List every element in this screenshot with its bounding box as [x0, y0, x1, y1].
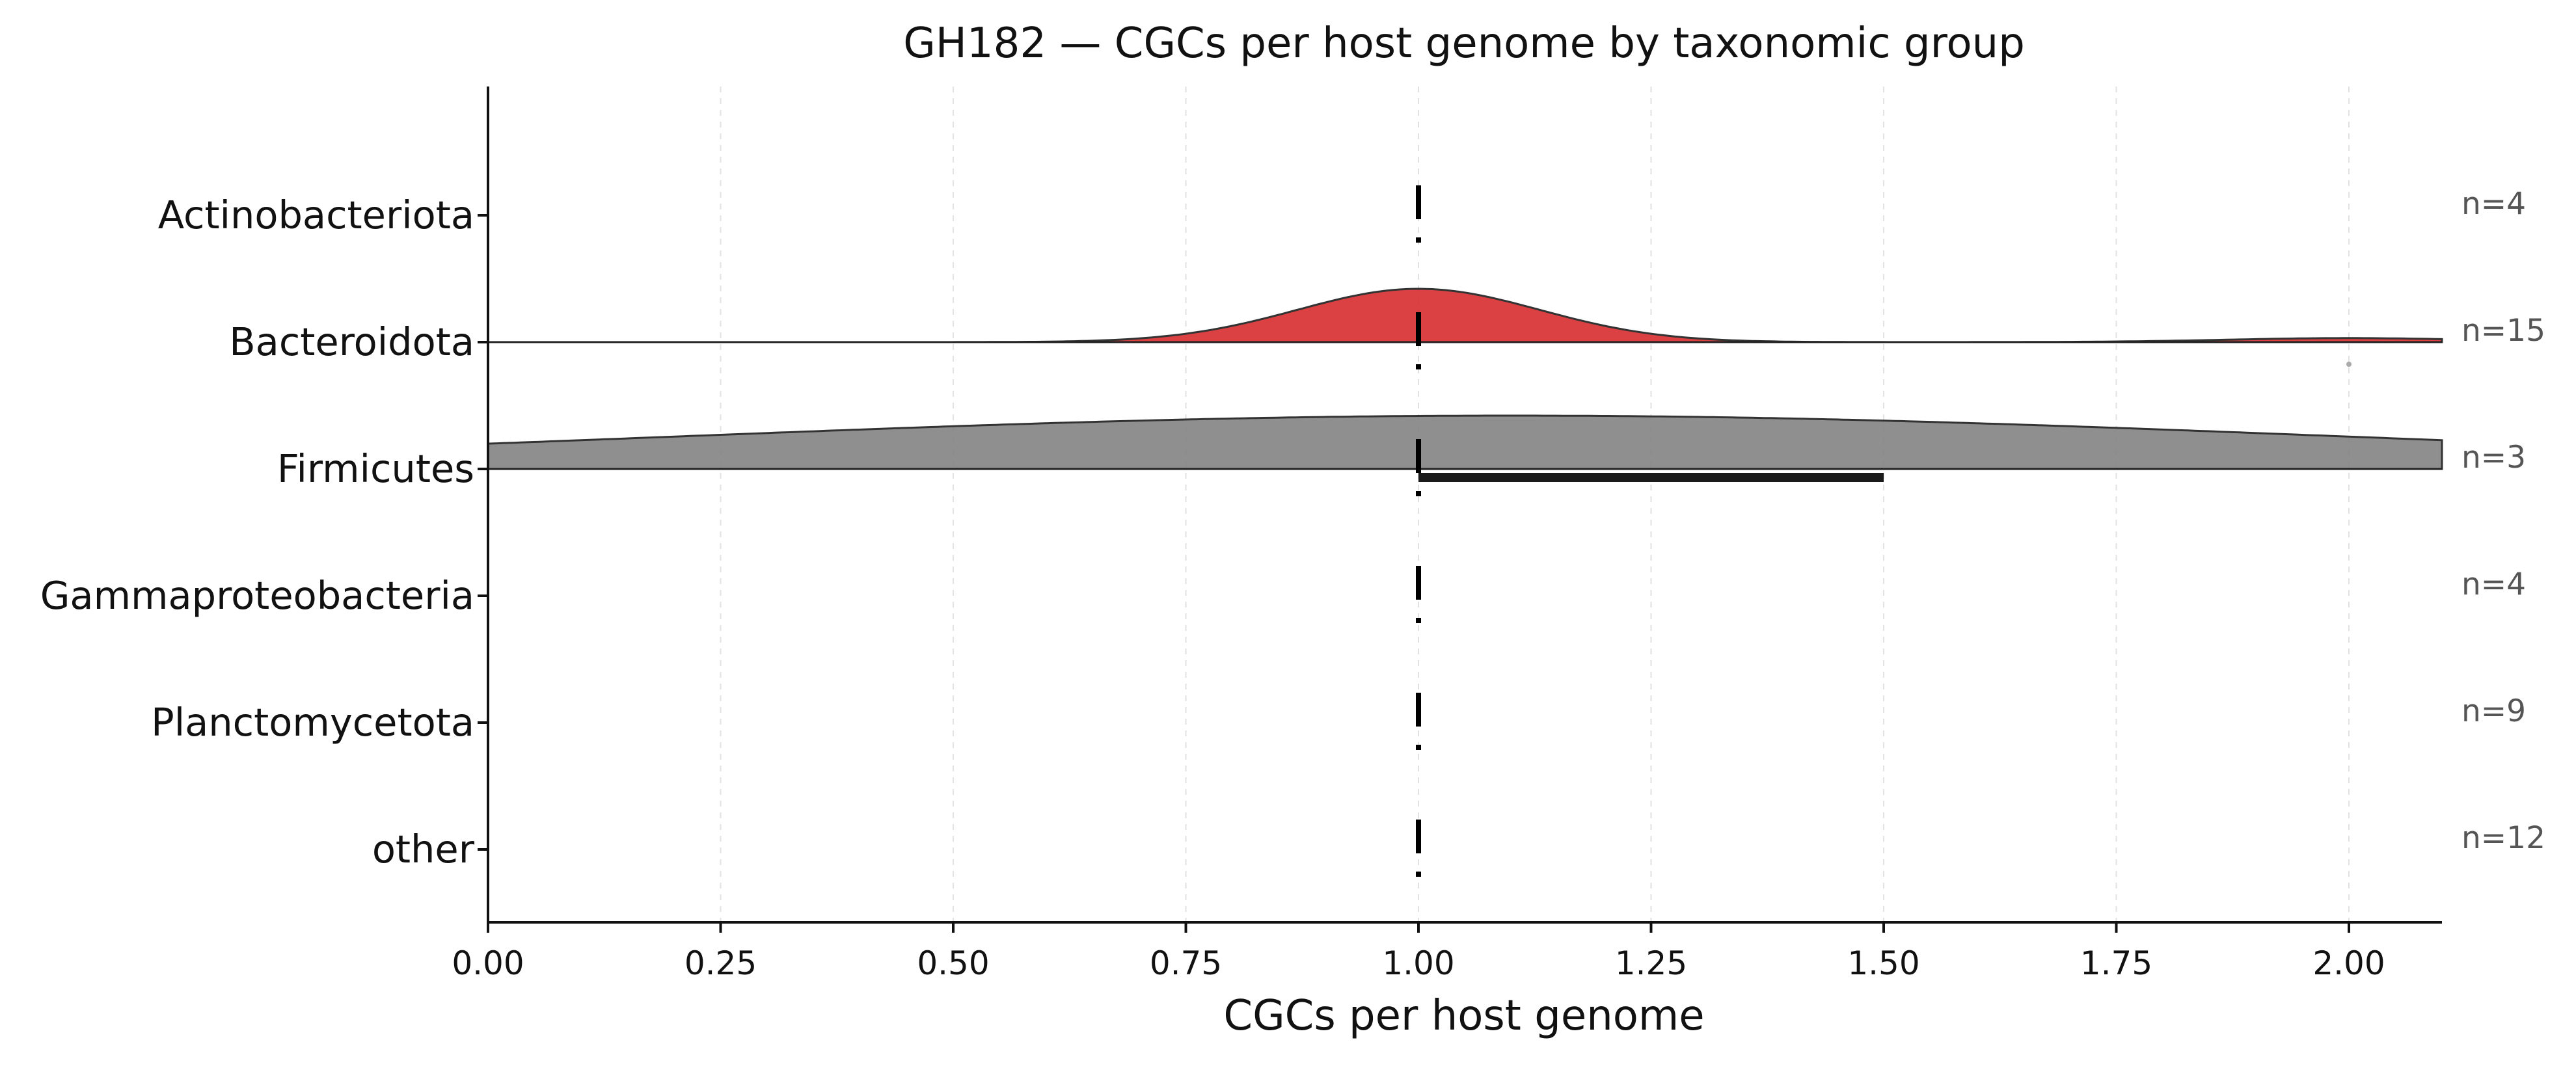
x-tick-label-7: 1.75	[2080, 944, 2152, 982]
label-layer: 0.00 0.25 0.50 0.75 1.00 1.25 1.50 1.75 2.00 Acti…	[40, 186, 2545, 982]
category-label-firmicutes: Firmicutes	[277, 446, 474, 491]
n-label-other: n=12	[2461, 820, 2545, 856]
x-axis-label: CGCs per host genome	[1223, 992, 1704, 1040]
x-tick-label-0: 0.00	[452, 944, 524, 982]
category-label-planctomycetota: Planctomycetota	[151, 700, 474, 745]
iqr-bar-firmicutes	[1418, 473, 1884, 482]
x-tick-label-5: 1.25	[1615, 944, 1687, 982]
category-label-bacteroidota: Bacteroidota	[229, 319, 474, 364]
x-tick-label-3: 0.75	[1150, 944, 1222, 982]
x-tick-label-4: 1.00	[1382, 944, 1454, 982]
chart-title: GH182 — CGCs per host genome by taxonomi…	[903, 20, 2025, 68]
density-ridge-firmicutes	[487, 414, 2443, 470]
category-label-gammaproteobacteria: Gammaproteobacteria	[40, 573, 474, 618]
n-label-gammaproteobacteria: n=4	[2461, 567, 2526, 602]
outlier-point-bacteroidota-0	[2346, 362, 2352, 367]
n-label-actinobacteriota: n=4	[2461, 186, 2526, 222]
density-ridge-bacteroidota	[488, 287, 2443, 343]
n-label-bacteroidota: n=15	[2461, 313, 2545, 349]
x-tick-label-1: 0.25	[685, 944, 757, 982]
category-label-other: other	[372, 827, 475, 872]
x-tick-label-6: 1.50	[1847, 944, 1919, 982]
n-label-firmicutes: n=3	[2461, 440, 2526, 475]
axis-layer	[478, 87, 2442, 933]
ridge-layer	[487, 185, 2443, 877]
x-tick-label-2: 0.50	[917, 944, 989, 982]
n-label-planctomycetota: n=9	[2461, 693, 2526, 729]
x-tick-label-8: 2.00	[2312, 944, 2385, 982]
category-label-actinobacteriota: Actinobacteriota	[158, 193, 474, 237]
